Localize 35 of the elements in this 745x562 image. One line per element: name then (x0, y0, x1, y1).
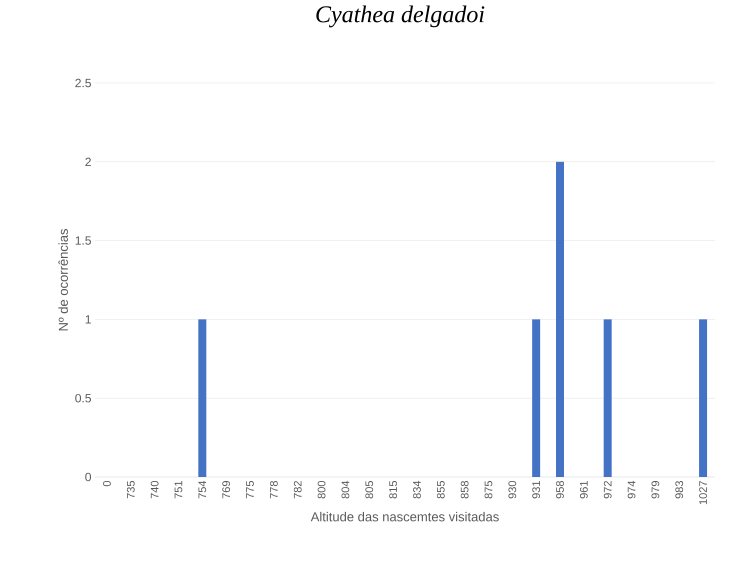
x-tick-label: 930 (508, 480, 516, 498)
x-tick-label: 735 (126, 480, 135, 498)
x-tick-label: 782 (294, 481, 302, 498)
x-tick-label: 0 (103, 480, 111, 486)
x-tick-label: 800 (318, 480, 326, 498)
x-tick-label: 754 (198, 480, 206, 498)
x-tick-label: 979 (652, 481, 660, 498)
x-tick-label: 858 (460, 481, 469, 498)
x-tick-label: 815 (389, 480, 397, 498)
y-tick-label: 0.5 (75, 394, 91, 402)
x-tick-label: 751 (174, 481, 182, 498)
y-tick-label: 1 (86, 315, 91, 324)
chart-title: Cyathea delgadoi (316, 6, 484, 28)
y-axis-title: Nº de ocorrências (58, 228, 68, 330)
x-tick-label: 778 (270, 481, 278, 498)
x-tick-label: 775 (246, 480, 254, 498)
x-tick-label: 974 (628, 480, 636, 498)
y-tick-label: 2 (85, 158, 91, 166)
x-axis-title: Altitude das nascemtes visitadas (310, 512, 499, 522)
x-tick-label: 958 (556, 481, 564, 498)
x-tick-label: 1027 (699, 481, 707, 504)
x-tick-label: 855 (436, 480, 445, 498)
x-tick-label: 961 (580, 481, 588, 498)
x-tick-label: 769 (222, 481, 230, 498)
x-tick-label: 972 (604, 481, 612, 498)
y-tick-label: 0 (85, 472, 92, 482)
x-tick-label: 804 (342, 480, 350, 498)
y-tick-label: 2.5 (75, 78, 91, 88)
x-tick-label: 834 (413, 480, 421, 498)
x-tick-label: 983 (675, 481, 684, 498)
x-tick-label: 740 (150, 480, 159, 498)
x-tick-label: 931 (532, 481, 540, 498)
x-tick-label: 805 (365, 480, 374, 498)
x-tick-label: 875 (484, 480, 492, 498)
y-tick-label: 1.5 (76, 236, 91, 245)
